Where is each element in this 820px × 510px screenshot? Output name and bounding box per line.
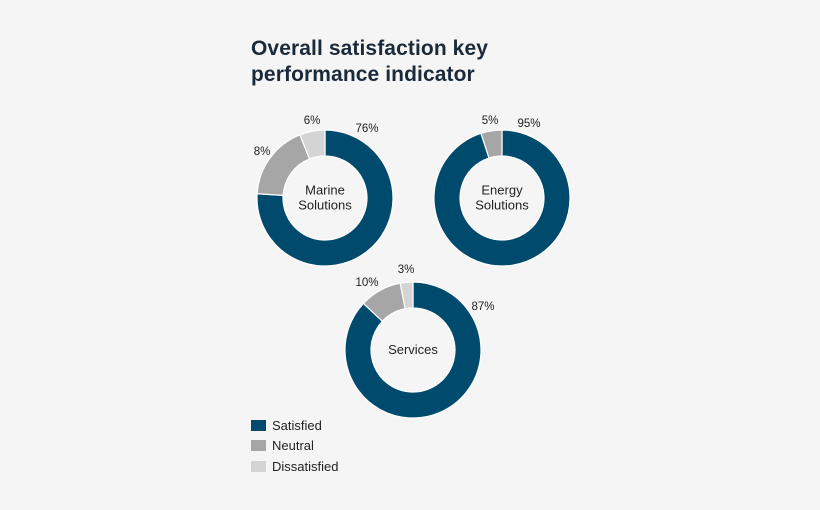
slice-marine-solutions-dissatisfied xyxy=(299,129,326,160)
legend: Satisfied Neutral Dissatisfied xyxy=(251,415,338,477)
center-label-marine-solutions-2: Solutions xyxy=(298,198,352,213)
slice-label-services-dissatisfied: 3% xyxy=(398,264,415,276)
chart-title-line-1: Overall satisfaction key xyxy=(251,37,489,60)
chart-title-line-2: performance indicator xyxy=(251,63,475,86)
chart-title: Overall satisfaction key performance ind… xyxy=(251,36,488,88)
donut-services: 87% 10% 3% Services xyxy=(344,264,495,419)
center-label-marine-solutions-1: Marine xyxy=(305,183,345,198)
legend-item-dissatisfied: Dissatisfied xyxy=(251,456,338,477)
center-label-energy-solutions-1: Energy xyxy=(481,183,523,198)
slice-energy-solutions-neutral xyxy=(480,129,503,159)
slice-label-marine-solutions-satisfied: 76% xyxy=(355,123,378,135)
legend-label-neutral: Neutral xyxy=(272,438,314,454)
slice-label-energy-solutions-satisfied: 95% xyxy=(517,118,540,130)
slice-label-marine-solutions-neutral: 8% xyxy=(254,146,271,158)
legend-label-dissatisfied: Dissatisfied xyxy=(272,458,339,474)
slice-label-marine-solutions-dissatisfied: 6% xyxy=(304,115,321,127)
slice-services-satisfied xyxy=(344,281,482,419)
slice-label-services-neutral: 10% xyxy=(355,277,378,289)
slice-marine-solutions-neutral xyxy=(256,133,311,196)
legend-swatch-neutral xyxy=(251,440,266,452)
legend-swatch-dissatisfied xyxy=(251,460,266,472)
slice-label-energy-solutions-neutral: 5% xyxy=(482,115,499,127)
slice-label-services-satisfied: 87% xyxy=(471,301,494,313)
legend-item-satisfied: Satisfied xyxy=(251,415,338,436)
legend-label-satisfied: Satisfied xyxy=(272,417,322,433)
slice-services-dissatisfied xyxy=(399,281,414,310)
center-label-energy-solutions-2: Solutions xyxy=(475,198,529,213)
slice-energy-solutions-satisfied xyxy=(433,129,571,267)
slice-marine-solutions-satisfied xyxy=(256,129,394,267)
legend-item-neutral: Neutral xyxy=(251,436,338,457)
center-label-services-1: Services xyxy=(388,342,438,357)
legend-swatch-satisfied xyxy=(251,419,266,431)
